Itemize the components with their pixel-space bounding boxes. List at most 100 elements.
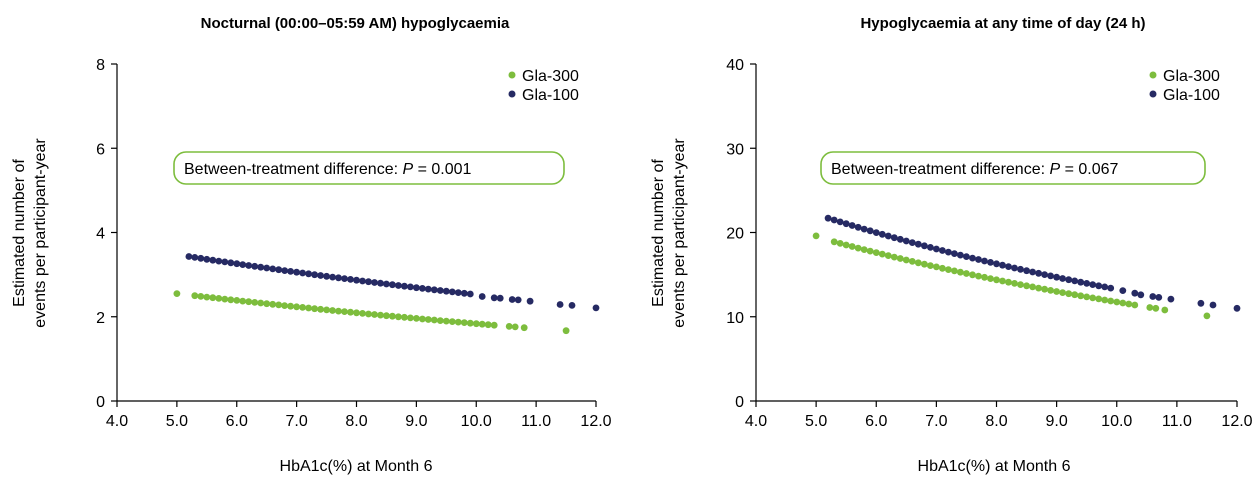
data-point-gla100	[1005, 263, 1012, 270]
data-point-gla300	[257, 299, 265, 307]
x-axis-label: HbA1c(%) at Month 6	[918, 458, 1071, 475]
data-point-gla300	[884, 252, 892, 259]
data-point-gla100	[1209, 301, 1217, 309]
data-point-gla300	[1083, 293, 1091, 301]
data-point-gla100	[317, 272, 324, 279]
data-point-gla100	[353, 276, 360, 284]
data-point-gla300	[299, 304, 306, 311]
data-point-gla100	[1053, 273, 1060, 281]
data-point-gla300	[921, 260, 928, 268]
data-point-gla300	[1125, 300, 1133, 308]
annotation-prefix: Between-treatment difference:	[184, 161, 403, 178]
data-point-gla100	[945, 248, 952, 256]
data-point-gla300	[1029, 283, 1036, 291]
x-tick-label: 11.0	[1162, 413, 1192, 430]
data-point-gla100	[383, 280, 390, 288]
chart-title: Nocturnal (00:00–05:59 AM) hypoglycaemia	[201, 15, 510, 32]
data-point-gla100	[287, 268, 294, 275]
data-point-gla300	[221, 295, 229, 303]
data-point-gla300	[902, 256, 910, 264]
data-point-gla100	[478, 293, 486, 300]
data-point-gla100	[830, 216, 838, 224]
annotation-prefix: Between-treatment difference:	[831, 161, 1050, 178]
data-point-gla100	[824, 214, 832, 222]
data-point-gla300	[933, 263, 940, 271]
annotation-frame	[820, 151, 1206, 185]
data-point-gla100	[185, 253, 193, 260]
data-point-gla300	[484, 321, 492, 329]
data-point-gla100	[860, 225, 868, 233]
data-point-gla300	[269, 300, 277, 308]
legend-label-gla300: Gla-300	[522, 68, 579, 85]
data-point-gla100	[335, 274, 342, 282]
x-tick-label: 11.0	[521, 413, 551, 430]
annotation-box: Between-treatment difference: P = 0.001	[173, 151, 565, 185]
data-point-gla300	[1107, 297, 1115, 305]
plot-area: 0 10 20 30 40 4.0 5.0 6.0 7.0 8.0 9.0 10.0 11.0 12.0	[726, 57, 1252, 430]
annotation-p-symbol: P	[403, 161, 414, 178]
x-tick-label: 10.0	[461, 413, 492, 430]
data-point-gla100	[436, 287, 444, 294]
data-point-gla300	[1131, 301, 1139, 309]
data-point-gla100	[311, 271, 318, 279]
data-point-gla300	[1035, 284, 1042, 292]
data-point-gla100	[1059, 275, 1066, 282]
data-point-gla100	[490, 294, 498, 302]
data-point-gla300	[890, 253, 898, 261]
data-point-gla100	[957, 251, 964, 259]
data-point-gla300	[969, 271, 976, 279]
data-point-gla100	[1197, 299, 1205, 307]
data-point-gla300	[347, 308, 354, 316]
data-point-gla100	[993, 260, 1000, 268]
data-point-gla300	[1023, 282, 1030, 290]
data-point-gla300	[245, 298, 253, 306]
y-axis-label-line2: events per participant-year	[32, 138, 49, 328]
x-tick-label: 7.0	[286, 413, 308, 430]
plot-area: 0 2 4 6 8 4.0 5.0 6.0 7.0 8.0 9.0 10.0 11.0 12.0	[96, 57, 612, 430]
data-point-gla300	[251, 299, 259, 306]
legend-marker-gla300	[508, 71, 516, 79]
data-point-gla300	[383, 312, 390, 320]
x-tick-label: 8.0	[985, 413, 1007, 430]
data-point-gla100	[329, 273, 336, 281]
data-point-gla100	[454, 289, 462, 296]
data-point-gla300	[1077, 292, 1085, 300]
data-point-gla100	[251, 262, 259, 270]
data-point-gla100	[848, 222, 856, 229]
data-point-gla100	[299, 269, 306, 277]
data-point-gla100	[371, 279, 378, 286]
data-point-gla100	[341, 275, 348, 282]
series-gla300	[812, 232, 1211, 320]
data-point-gla300	[914, 259, 922, 267]
data-point-gla100	[514, 296, 522, 304]
data-point-gla100	[1131, 289, 1139, 297]
data-point-gla100	[896, 235, 904, 243]
data-point-gla100	[281, 267, 289, 274]
legend-marker-gla100	[1149, 90, 1157, 98]
data-point-gla100	[1077, 278, 1085, 286]
series-gla100	[824, 214, 1241, 312]
data-point-gla300	[305, 304, 312, 312]
data-point-gla100	[460, 289, 468, 297]
data-point-gla100	[401, 282, 408, 290]
data-point-gla300	[323, 306, 330, 314]
data-point-gla300	[215, 295, 223, 302]
data-point-gla100	[508, 296, 516, 303]
y-tick-label: 30	[726, 141, 744, 158]
data-point-gla300	[478, 320, 486, 328]
data-point-gla300	[975, 272, 982, 280]
data-point-gla300	[239, 297, 247, 305]
data-point-gla100	[191, 254, 199, 261]
data-point-gla300	[341, 308, 348, 315]
data-point-gla100	[221, 258, 229, 266]
data-point-gla300	[1203, 312, 1211, 320]
x-tick-label: 6.0	[865, 413, 887, 430]
data-point-gla300	[1047, 287, 1054, 294]
data-point-gla100	[293, 268, 300, 276]
data-point-gla100	[1095, 282, 1103, 290]
data-point-gla300	[520, 324, 528, 332]
data-point-gla100	[1071, 277, 1079, 285]
data-point-gla100	[359, 277, 366, 285]
y-tick-label: 6	[96, 141, 105, 158]
